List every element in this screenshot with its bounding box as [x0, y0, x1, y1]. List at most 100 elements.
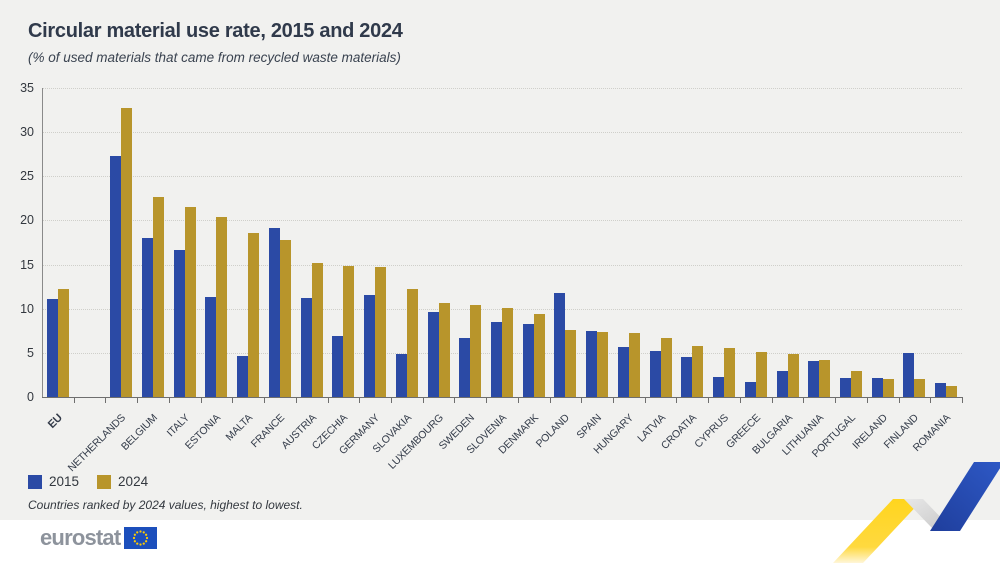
ranking-footnote: Countries ranked by 2024 values, highest… — [28, 498, 303, 512]
x-axis-tick — [644, 398, 646, 403]
gridline-30 — [42, 132, 962, 134]
legend-swatch-2015 — [28, 474, 42, 489]
bar-2024-belgium — [153, 197, 164, 397]
bar-2015-croatia — [681, 357, 692, 397]
bar-2024-italy — [185, 207, 196, 397]
bar-2015-greece — [745, 382, 756, 397]
bar-2024-croatia — [692, 346, 703, 397]
bar-2015-bulgaria — [777, 371, 788, 397]
chart-legend: 2015 2024 — [28, 474, 148, 489]
bar-2015-france — [269, 228, 280, 397]
bar-2024-hungary — [629, 333, 640, 397]
x-axis-tick — [739, 398, 741, 403]
x-axis-tick — [359, 398, 361, 403]
bar-2024-slovenia — [502, 308, 513, 397]
eu-flag-icon — [124, 527, 158, 549]
x-axis-tick — [200, 398, 202, 403]
x-axis-tick — [581, 398, 583, 403]
bar-2024-austria — [312, 263, 323, 397]
bar-2024-estonia — [216, 217, 227, 397]
bar-2015-slovakia — [396, 354, 407, 397]
x-axis-tick — [327, 398, 329, 403]
bar-2024-luxembourg — [439, 303, 450, 397]
bar-2015-estonia — [205, 297, 216, 397]
bar-2015-italy — [174, 250, 185, 397]
bar-2024-ireland — [883, 379, 894, 397]
bar-2024-france — [280, 240, 291, 397]
bar-2024-czechia — [343, 266, 354, 397]
y-axis-label-35: 35 — [20, 81, 34, 95]
y-axis-label-5: 5 — [27, 345, 34, 360]
bar-2024-sweden — [470, 305, 481, 397]
x-axis-tick — [708, 398, 710, 403]
x-axis-tick — [73, 398, 75, 403]
bar-2024-latvia — [661, 338, 672, 397]
y-axis-label-10: 10 — [20, 301, 34, 316]
bar-chart: 0 5 10 15 20 25 30 35 EU NETHERLANDS BELGIUM ITALY E… — [20, 81, 963, 474]
eurostat-ribbon-graphic — [833, 462, 1000, 563]
x-axis-tick — [835, 398, 837, 403]
eurostat-logo-text: eurostat — [40, 525, 121, 550]
bar-2015-latvia — [650, 351, 661, 397]
x-axis-tick — [168, 398, 170, 403]
bar-2015-luxembourg — [428, 312, 439, 397]
bar-2015-slovenia — [491, 322, 502, 397]
bar-2024-portugal — [851, 371, 862, 397]
eurostat-logo: eurostat — [40, 525, 158, 550]
gridline-20 — [42, 220, 962, 222]
bar-2015-finland — [903, 353, 914, 397]
chart-subtitle: (% of used materials that came from recy… — [28, 50, 401, 65]
y-axis-label-25: 25 — [20, 169, 34, 184]
x-axis-tick — [549, 398, 551, 403]
y-axis-label-30: 30 — [20, 125, 34, 140]
y-axis-line — [42, 88, 43, 397]
bar-2024-greece — [756, 352, 767, 397]
x-axis-tick — [264, 398, 266, 403]
bar-2024-cyprus — [724, 348, 735, 397]
bar-2015-austria — [301, 298, 312, 397]
bar-2024-denmark — [534, 314, 545, 397]
legend-label-2024: 2024 — [118, 474, 149, 489]
bar-2024-slovakia — [407, 289, 418, 397]
x-axis-line — [42, 397, 963, 398]
bar-2015-hungary — [618, 347, 629, 397]
legend-swatch-2024 — [97, 474, 112, 489]
bar-2015-romania — [935, 383, 946, 397]
bar-2015-sweden — [459, 338, 470, 397]
x-axis-tick — [676, 398, 678, 403]
x-axis-tick — [930, 398, 932, 403]
gridline-25 — [42, 176, 962, 178]
bar-2015-spain — [586, 331, 597, 397]
x-axis-tick — [486, 398, 488, 403]
bar-2015-eu — [47, 299, 58, 397]
gridline-15 — [42, 264, 962, 266]
bar-2015-germany — [364, 295, 375, 397]
bar-2015-ireland — [872, 378, 883, 397]
bar-2024-eu — [58, 289, 69, 397]
x-axis-tick — [771, 398, 773, 403]
x-axis-tick — [962, 398, 963, 403]
bar-2015-netherlands — [110, 156, 121, 397]
legend-label-2015: 2015 — [49, 474, 80, 489]
bar-2015-czechia — [332, 336, 343, 397]
bar-2024-finland — [914, 379, 925, 397]
x-axis-tick — [898, 398, 900, 403]
x-axis-tick — [803, 398, 805, 403]
x-axis-tick — [422, 398, 424, 403]
bar-2015-belgium — [142, 238, 153, 397]
x-axis-tick — [232, 398, 234, 403]
y-axis-label-20: 20 — [20, 213, 34, 228]
bar-2024-lithuania — [819, 360, 830, 397]
bar-2015-malta — [237, 356, 248, 397]
bar-2015-denmark — [523, 324, 534, 397]
bar-2015-lithuania — [808, 361, 819, 397]
x-axis-tick — [866, 398, 868, 403]
bar-2024-germany — [375, 267, 386, 397]
bar-2015-portugal — [840, 378, 851, 397]
bar-2024-spain — [597, 332, 608, 397]
bar-2015-cyprus — [713, 377, 724, 397]
y-axis-label-15: 15 — [20, 257, 34, 272]
bar-2024-poland — [565, 330, 576, 397]
footer-band — [0, 520, 1000, 563]
bar-2015-poland — [554, 293, 565, 397]
